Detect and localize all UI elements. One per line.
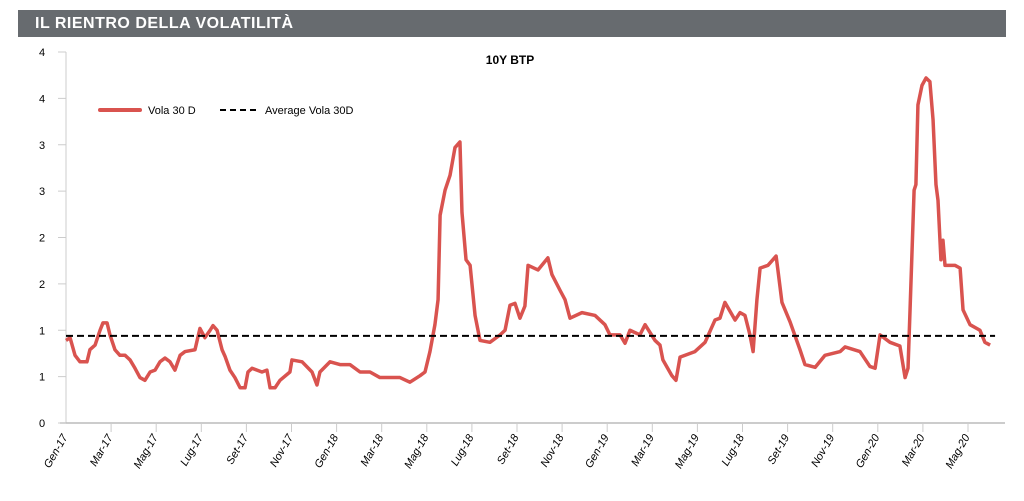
legend-label-vola: Vola 30 D (148, 105, 196, 117)
x-tick-label: Gen-18 (312, 432, 341, 471)
y-tick-label: 4 (39, 93, 45, 105)
y-tick-label: 3 (39, 140, 45, 152)
legend-label-average: Average Vola 30D (265, 105, 354, 117)
y-tick-label: 2 (39, 279, 45, 291)
x-tick-label: Set-19 (766, 433, 793, 467)
legend: Vola 30 D Average Vola 30D (98, 105, 354, 117)
y-tick-label: 0 (39, 418, 45, 430)
x-tick-label: Nov-17 (268, 432, 297, 469)
x-tick-label: Lug-17 (178, 432, 206, 468)
y-tick-label: 1 (39, 325, 45, 337)
section-header: IL RIENTRO DELLA VOLATILITÀ (18, 10, 1006, 37)
chart-title: 10Y BTP (486, 53, 534, 67)
y-tick-label: 3 (39, 186, 45, 198)
x-tick-label: Mar-20 (900, 432, 928, 469)
section-title: IL RIENTRO DELLA VOLATILITÀ (35, 15, 294, 32)
series-line-vola-30d (65, 76, 991, 390)
x-tick-label: Gen-19 (583, 433, 612, 471)
y-tick-label: 2 (39, 233, 45, 245)
x-tick-label: Mag-17 (132, 432, 161, 471)
x-tick-label: Mar-17 (88, 432, 116, 469)
x-tick-label: Mag-18 (402, 432, 431, 471)
x-tick-label: Lug-18 (720, 432, 748, 468)
x-tick-label: Set-17 (224, 432, 251, 467)
x-tick-label: Gen-17 (42, 432, 71, 471)
x-tick-label: Nov-18 (539, 432, 568, 469)
x-tick-label: Gen-20 (854, 432, 883, 471)
x-tick-label: Nov-19 (809, 433, 837, 470)
x-tick-label: Set-18 (495, 432, 522, 467)
y-tick-label: 4 (39, 47, 45, 59)
x-tick-label: Lug-18 (449, 432, 477, 468)
y-tick-label: 1 (39, 372, 45, 384)
x-tick-label: Mag-19 (673, 433, 702, 471)
x-tick-label: Mar-18 (359, 432, 387, 469)
x-tick-label: Mag-20 (944, 432, 973, 471)
x-tick-label: Mar-19 (629, 433, 657, 469)
